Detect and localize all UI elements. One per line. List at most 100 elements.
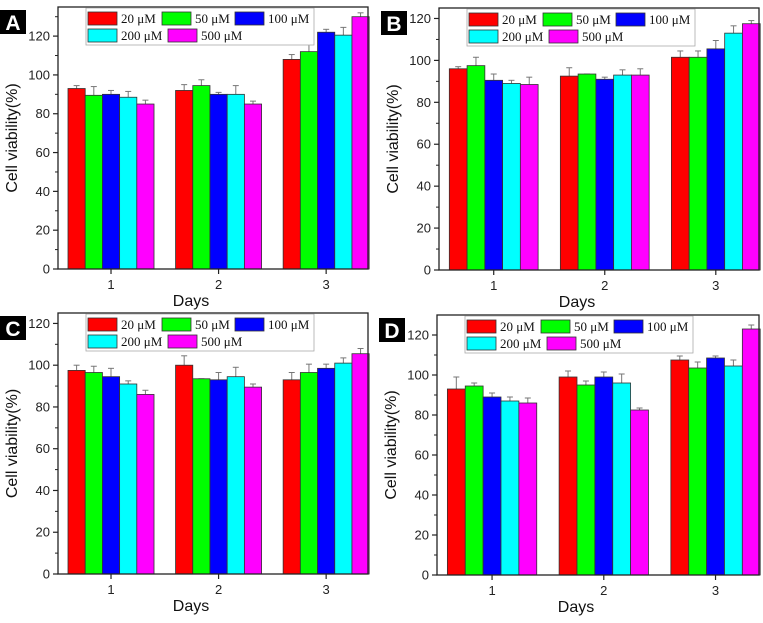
bar xyxy=(519,84,539,271)
y-tick-label: 20 xyxy=(415,528,429,543)
legend-box xyxy=(466,8,696,47)
x-tick-label: 2 xyxy=(600,583,607,598)
legend-swatch xyxy=(613,319,644,334)
legend: 20 μM 50 μM 100 μM 200 μM 500 μM xyxy=(85,313,315,352)
bar xyxy=(226,93,245,270)
y-tick-label: 40 xyxy=(415,488,429,503)
bar xyxy=(706,357,725,576)
x-tick-label: 2 xyxy=(215,277,222,292)
bar xyxy=(226,376,245,575)
bar xyxy=(192,85,211,270)
y-tick-label: 20 xyxy=(36,525,50,540)
legend-swatch xyxy=(542,12,573,27)
legend-box xyxy=(85,313,315,352)
legend-swatch xyxy=(234,11,265,26)
x-tick-label: 3 xyxy=(323,277,330,292)
legend-label: 50 μM xyxy=(195,11,230,26)
y-tick-label: 100 xyxy=(407,368,429,383)
bar xyxy=(209,93,228,270)
y-axis-label: Cell viability(%) xyxy=(4,83,21,192)
bar xyxy=(484,79,503,271)
bar xyxy=(464,385,484,576)
panel-letter: B xyxy=(386,13,401,36)
bar xyxy=(67,88,86,270)
bar xyxy=(612,382,632,576)
bar xyxy=(84,94,103,270)
panel-letter: A xyxy=(5,12,20,35)
panel-d: 0 20 40 60 80 100 120 1 2 3 Days Cell viability(%) D… xyxy=(379,314,761,616)
bar xyxy=(102,376,121,575)
legend-label: 50 μM xyxy=(574,319,609,334)
y-tick-label: 0 xyxy=(43,262,50,277)
panel-c: 0 20 40 60 80 100 120 1 2 3 Days Cell viability(%) C… xyxy=(0,312,370,615)
bar xyxy=(466,65,486,271)
y-tick-label: 60 xyxy=(417,137,431,152)
plot-frame xyxy=(438,7,760,271)
bar xyxy=(119,383,138,575)
bar xyxy=(84,372,103,575)
x-axis-label: Days xyxy=(173,598,209,615)
y-axis-label: Cell viability(%) xyxy=(385,84,402,193)
y-tick-label: 120 xyxy=(409,11,431,26)
panel-letter: C xyxy=(5,318,20,341)
y-tick-label: 60 xyxy=(36,145,50,160)
bar xyxy=(175,364,194,575)
bar xyxy=(741,328,761,576)
y-tick-label: 80 xyxy=(415,408,429,423)
x-axis-label: Days xyxy=(558,599,594,616)
y-tick-label: 60 xyxy=(415,448,429,463)
x-axis-label: Days xyxy=(559,294,595,311)
bar xyxy=(136,394,155,575)
y-tick-label: 20 xyxy=(36,223,50,238)
bar xyxy=(576,384,596,576)
bar xyxy=(192,378,211,575)
y-tick-label: 80 xyxy=(36,399,50,414)
bar xyxy=(724,32,743,271)
legend-swatch xyxy=(161,317,192,332)
plot-frame xyxy=(436,314,760,576)
bar xyxy=(334,362,353,575)
y-tick-label: 100 xyxy=(409,53,431,68)
plot-frame xyxy=(57,312,369,575)
legend-swatch xyxy=(466,336,497,351)
y-tick-label: 120 xyxy=(407,328,429,343)
bar xyxy=(688,56,708,271)
bar xyxy=(351,16,370,270)
legend-label: 100 μM xyxy=(647,319,689,334)
legend-label: 200 μM xyxy=(502,29,544,44)
legend-label: 500 μM xyxy=(201,28,243,43)
panel-letter-box xyxy=(379,318,405,342)
legend-box xyxy=(85,7,315,46)
y-tick-label: 60 xyxy=(36,441,50,456)
legend: 20 μM 50 μM 100 μM 200 μM 500 μM xyxy=(85,7,315,46)
panel-b: 0 20 40 60 80 100 120 1 2 3 Days Cell viability(%) B… xyxy=(381,7,761,311)
legend-swatch xyxy=(161,11,192,26)
legend-swatch xyxy=(87,11,118,26)
legend-swatch xyxy=(234,317,265,332)
x-tick-label: 1 xyxy=(488,583,495,598)
y-tick-label: 100 xyxy=(28,67,50,82)
legend-label: 50 μM xyxy=(195,317,230,332)
y-tick-label: 0 xyxy=(424,263,431,278)
legend-label: 20 μM xyxy=(121,11,156,26)
x-tick-label: 3 xyxy=(323,582,330,597)
legend-box xyxy=(464,315,694,354)
legend-swatch xyxy=(540,319,571,334)
y-axis-label: Cell viability(%) xyxy=(4,389,21,498)
bar xyxy=(299,372,318,575)
bar xyxy=(706,48,726,271)
y-tick-label: 80 xyxy=(36,106,50,121)
legend-swatch xyxy=(468,12,499,27)
y-tick-label: 40 xyxy=(36,184,50,199)
legend-label: 20 μM xyxy=(502,12,537,27)
bar xyxy=(671,56,690,271)
bar xyxy=(594,376,614,576)
bar xyxy=(500,400,520,576)
bar xyxy=(577,73,597,271)
x-tick-label: 1 xyxy=(107,277,114,292)
y-tick-label: 40 xyxy=(36,483,50,498)
panel-letter-box xyxy=(0,10,26,34)
bar xyxy=(742,23,761,271)
bar xyxy=(317,367,336,575)
plot-frame xyxy=(57,6,369,270)
